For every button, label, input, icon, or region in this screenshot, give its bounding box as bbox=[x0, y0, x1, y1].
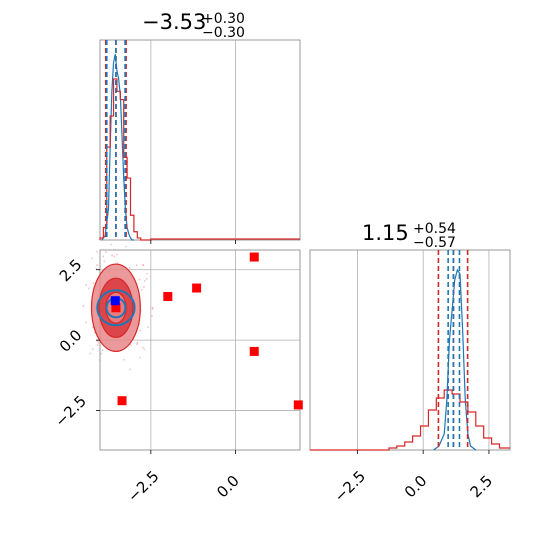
bl-sample-dot bbox=[95, 267, 98, 270]
bl-ytick-label-1: 0.0 bbox=[56, 326, 86, 356]
bl-sample-dot bbox=[96, 340, 99, 343]
bl-sample-dot bbox=[141, 346, 144, 349]
bl-sample-dot bbox=[138, 278, 141, 281]
panel-bottom-right-grid bbox=[356, 250, 490, 450]
bl-sample-dot bbox=[104, 251, 107, 253]
title-param-0-value: −3.53 bbox=[142, 10, 206, 34]
bl-sample-dot bbox=[143, 280, 146, 282]
panel-top-left-grid bbox=[150, 40, 236, 240]
title-param-1-value: 1.15 bbox=[362, 221, 409, 245]
title-param-1-plus: +0.54 bbox=[413, 221, 456, 237]
br-xtick-label-2: 2.5 bbox=[467, 472, 497, 502]
bl-sample-dot bbox=[103, 260, 106, 263]
bl-sample-dot bbox=[128, 267, 131, 269]
tl-series-blue bbox=[101, 54, 134, 241]
bl-red-square-4 bbox=[249, 252, 259, 262]
bl-red-square-3 bbox=[192, 283, 202, 293]
br-series-red bbox=[310, 389, 510, 451]
bl-sample-dot bbox=[98, 359, 101, 362]
bl-sample-dot bbox=[96, 264, 98, 267]
bl-sample-dot bbox=[145, 278, 148, 280]
bl-blue-square bbox=[110, 296, 120, 306]
bl-sample-dot bbox=[140, 288, 143, 291]
bl-sample-dot bbox=[129, 368, 132, 371]
panel-bottom-left: −2.5 0.0 −2.5 0.0 2.5 bbox=[51, 243, 303, 506]
bl-sample-dot bbox=[139, 329, 142, 332]
tl-series-red bbox=[99, 78, 300, 241]
panel-bottom-right-frame bbox=[309, 249, 511, 451]
panel-bottom-right-marks bbox=[310, 250, 510, 451]
bl-sample-dot bbox=[87, 287, 90, 290]
title-param-1-minus: −0.57 bbox=[413, 235, 456, 251]
panel-bottom-right: −2.5 0.0 2.5 1.15 +0.54 −0.57 bbox=[309, 221, 511, 506]
bl-sample-dot bbox=[111, 254, 113, 257]
bl-sample-dot bbox=[96, 250, 98, 253]
bl-sample-dot bbox=[138, 356, 141, 359]
bl-ytick-label-2: 2.5 bbox=[56, 256, 86, 286]
bl-sample-dot bbox=[136, 343, 138, 346]
bl-sample-dot bbox=[101, 349, 104, 351]
title-param-1: 1.15 bbox=[362, 221, 409, 245]
bl-sample-dot bbox=[85, 321, 88, 324]
bl-red-square-5 bbox=[249, 346, 259, 356]
bl-xtick-label-0: −2.5 bbox=[124, 467, 162, 505]
bl-xtick-label-1: 0.0 bbox=[213, 472, 243, 502]
br-xtick-label-1: 0.0 bbox=[401, 472, 431, 502]
bl-sample-dot bbox=[91, 348, 94, 351]
title-param-0: −3.53 bbox=[142, 10, 206, 34]
bl-sample-dot bbox=[143, 348, 146, 351]
bl-sample-dot bbox=[91, 257, 93, 260]
bl-sample-dot bbox=[122, 358, 125, 361]
bl-sample-dot bbox=[151, 308, 154, 310]
bl-red-square-0 bbox=[111, 303, 121, 313]
bl-sample-dot bbox=[115, 253, 118, 256]
bl-sample-dot bbox=[110, 243, 113, 246]
bl-sample-dot bbox=[129, 344, 132, 346]
bl-sample-dot bbox=[142, 286, 145, 289]
bl-sample-dot bbox=[89, 352, 92, 355]
bl-red-square-2 bbox=[163, 291, 173, 301]
panel-bottom-right-ticks: −2.5 0.0 2.5 bbox=[331, 450, 497, 506]
bl-sample-dot bbox=[92, 282, 95, 285]
bl-ytick-label-0: −2.5 bbox=[51, 392, 89, 430]
bl-sample-dot bbox=[102, 255, 105, 258]
bl-sample-dot bbox=[136, 341, 139, 344]
panel-bottom-left-frame bbox=[99, 249, 301, 451]
panel-top-left-frame bbox=[99, 39, 301, 241]
bl-sample-dot bbox=[147, 326, 150, 329]
bl-sample-dot bbox=[142, 264, 145, 266]
bl-red-square-1 bbox=[117, 396, 127, 406]
bl-sample-dot bbox=[151, 315, 153, 318]
bl-sample-dot bbox=[85, 283, 88, 286]
panel-bottom-left-marks bbox=[82, 243, 303, 410]
br-series-blue bbox=[433, 268, 477, 451]
panel-bottom-left-grid bbox=[100, 250, 300, 450]
panel-top-left: −3.53 +0.30 −0.30 bbox=[99, 10, 301, 244]
bl-red-square-6 bbox=[293, 400, 303, 410]
panel-top-left-ticks bbox=[150, 240, 236, 244]
bl-sample-dot bbox=[146, 272, 148, 275]
bl-sample-dot bbox=[113, 255, 116, 258]
panel-bottom-left-ticks: −2.5 0.0 −2.5 0.0 2.5 bbox=[51, 256, 242, 506]
bl-sample-dot bbox=[100, 352, 103, 355]
panel-top-left-marks bbox=[99, 40, 300, 241]
bl-sample-dot bbox=[135, 264, 138, 267]
title-param-0-minus: −0.30 bbox=[202, 25, 245, 41]
br-xtick-label-0: −2.5 bbox=[331, 467, 369, 505]
bl-sample-dot bbox=[82, 305, 85, 307]
title-param-0-plus: +0.30 bbox=[202, 11, 245, 27]
bl-sample-dot bbox=[96, 344, 99, 346]
bl-contour-blue-0 bbox=[96, 289, 136, 327]
bl-sample-dot bbox=[97, 341, 100, 344]
bl-sample-dot bbox=[125, 245, 127, 248]
